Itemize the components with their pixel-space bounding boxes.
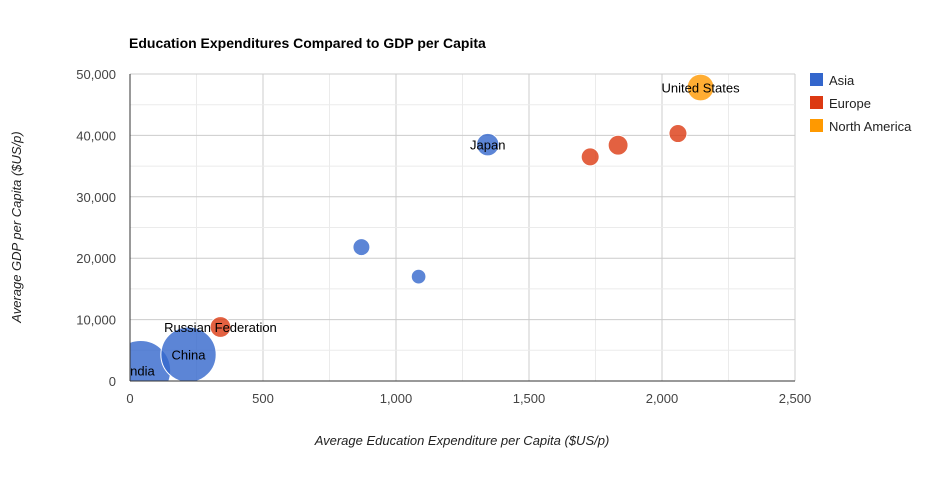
bubble-label: Russian Federation — [164, 320, 277, 335]
legend-swatch — [810, 119, 823, 132]
x-axis-ticks: 0 500 1,000 1,500 2,000 2,500 — [126, 391, 811, 406]
x-tick-label: 2,000 — [646, 391, 679, 406]
bubble-north-america[interactable] — [686, 74, 715, 102]
y-tick-label: 30,000 — [76, 190, 116, 205]
bubbles — [130, 74, 715, 382]
legend-label: Europe — [829, 96, 871, 111]
y-tick-label: 50,000 — [76, 67, 116, 82]
legend: Asia Europe North America — [810, 73, 912, 134]
chart-title: Education Expenditures Compared to GDP p… — [129, 35, 486, 51]
x-tick-label: 0 — [126, 391, 133, 406]
y-tick-label: 40,000 — [76, 128, 116, 143]
x-tick-label: 1,500 — [513, 391, 546, 406]
y-tick-label: 0 — [109, 374, 116, 389]
legend-label: Asia — [829, 73, 855, 88]
legend-swatch — [810, 73, 823, 86]
y-axis-ticks: 0 10,000 20,000 30,000 40,000 50,000 — [76, 67, 116, 389]
x-tick-label: 500 — [252, 391, 274, 406]
bubble-label: Japan — [470, 138, 505, 153]
x-axis-title: Average Education Expenditure per Capita… — [314, 433, 610, 448]
y-tick-label: 20,000 — [76, 251, 116, 266]
bubble-asia[interactable] — [476, 132, 500, 157]
bubble-europe[interactable] — [580, 147, 600, 167]
bubble-label: India — [127, 364, 156, 379]
bubble-label: United States — [662, 81, 741, 96]
bubble-europe[interactable] — [607, 134, 629, 156]
bubble-label: China — [172, 348, 207, 363]
bubble-europe[interactable] — [209, 316, 232, 338]
legend-label: North America — [829, 119, 912, 134]
x-tick-label: 2,500 — [779, 391, 812, 406]
plot-area: India China United States Japan Russian Fede… — [127, 74, 741, 382]
bubble-asia[interactable] — [352, 238, 371, 257]
bubble-labels: India China United States Japan Russian Fede… — [127, 81, 741, 379]
x-tick-label: 1,000 — [380, 391, 413, 406]
bubble-asia[interactable] — [160, 326, 217, 382]
y-axis-title: Average GDP per Capita ($US/p) — [9, 131, 24, 323]
legend-swatch — [810, 96, 823, 109]
axes — [129, 74, 795, 382]
bubble-europe[interactable] — [668, 124, 688, 144]
bubble-asia[interactable] — [410, 268, 427, 285]
y-tick-label: 10,000 — [76, 313, 116, 328]
